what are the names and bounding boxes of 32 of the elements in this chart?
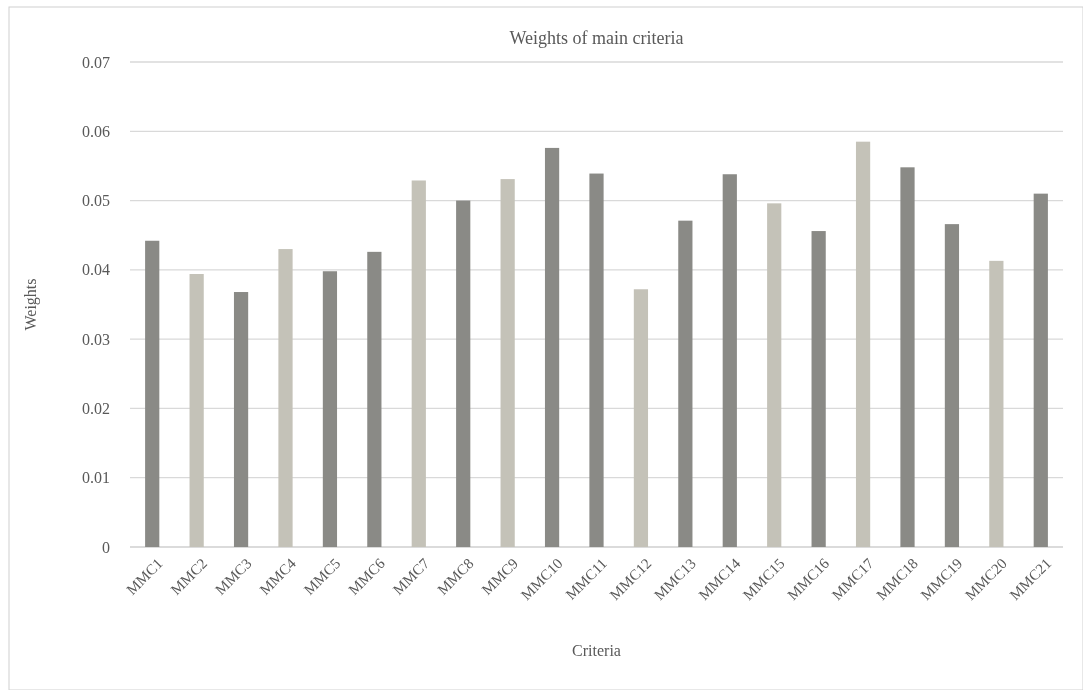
bar — [411, 180, 426, 547]
y-tick-label: 0.06 — [82, 122, 110, 140]
bar — [944, 224, 960, 547]
bar — [233, 292, 249, 547]
bar — [456, 200, 471, 547]
y-tick-label: 0.07 — [82, 53, 110, 71]
bar — [589, 173, 604, 547]
y-tick-label: 0.03 — [82, 330, 110, 348]
bar — [145, 240, 160, 547]
y-axis-title: Weights — [22, 278, 40, 331]
bar — [367, 251, 382, 547]
y-tick-label: 0.01 — [82, 469, 110, 487]
bar — [189, 274, 204, 547]
bar — [500, 179, 515, 547]
y-tick-label: 0.05 — [82, 192, 110, 210]
bar — [1033, 193, 1048, 547]
bar — [322, 271, 338, 547]
bar — [544, 147, 560, 547]
bar — [900, 167, 915, 547]
bar — [633, 289, 649, 547]
bar — [989, 260, 1004, 547]
bar — [855, 141, 871, 547]
bar — [678, 220, 693, 547]
bar — [811, 231, 826, 547]
bar — [767, 203, 782, 547]
y-tick-label: 0.04 — [82, 261, 110, 279]
bar — [722, 174, 737, 547]
bar — [278, 249, 293, 547]
y-tick-label: 0 — [102, 538, 110, 556]
x-axis-title: Criteria — [572, 642, 621, 659]
y-tick-label: 0.02 — [82, 400, 110, 418]
chart-title: Weights of main criteria — [509, 28, 684, 48]
